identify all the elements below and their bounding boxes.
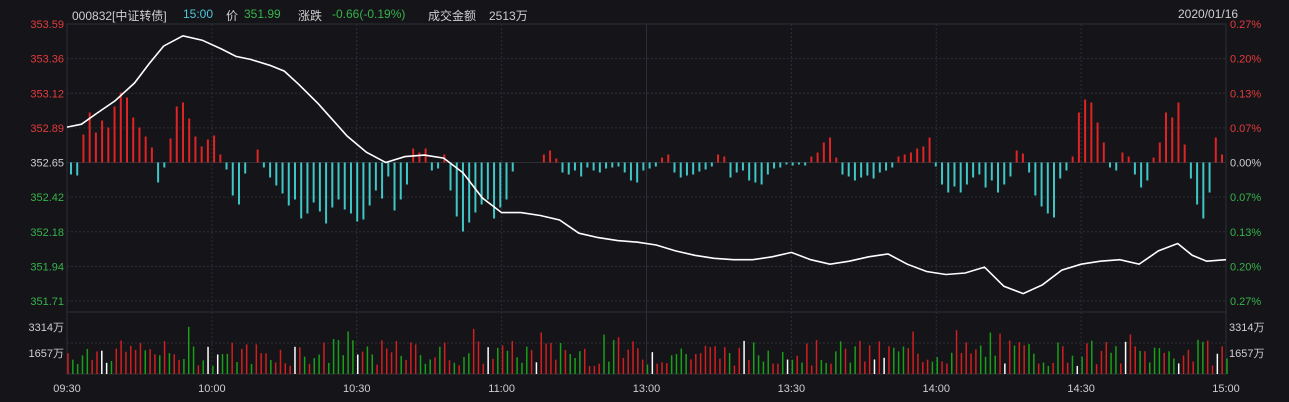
security-code: 000832[中证转债] xyxy=(72,9,167,23)
volume-tick-right: 3314万 xyxy=(1229,322,1264,334)
y-tick-label-right: 0.20% xyxy=(1230,261,1261,273)
y-tick-label-left: 353.59 xyxy=(30,19,64,31)
x-tick-label: 14:00 xyxy=(922,383,950,395)
x-tick-label: 10:00 xyxy=(198,383,226,395)
x-tick-label: 15:00 xyxy=(1212,383,1240,395)
x-tick-label: 13:00 xyxy=(633,383,661,395)
y-tick-label-left: 351.71 xyxy=(30,296,64,308)
price-label: 价 xyxy=(226,9,239,23)
y-tick-label-right: 0.20% xyxy=(1230,54,1261,66)
y-tick-label-right: 0.27% xyxy=(1230,19,1261,31)
x-tick-label: 11:00 xyxy=(488,383,515,395)
y-tick-label-right: 0.27% xyxy=(1230,296,1261,308)
x-tick-label: 14:30 xyxy=(1067,383,1095,395)
amount-value: 2513万 xyxy=(489,9,528,23)
y-tick-label-left: 351.94 xyxy=(30,261,64,273)
volume-tick-left: 3314万 xyxy=(29,322,64,334)
x-tick-label: 13:30 xyxy=(778,383,806,395)
price-value: 351.99 xyxy=(244,7,281,21)
y-tick-label-left: 352.18 xyxy=(30,227,64,239)
amount-label: 成交金额 xyxy=(428,9,477,23)
y-tick-label-right: 0.13% xyxy=(1230,88,1261,100)
y-tick-label-left: 352.42 xyxy=(30,192,64,204)
x-tick-label: 10:30 xyxy=(343,383,371,395)
quote-time: 15:00 xyxy=(183,7,214,21)
volume-tick-right: 1657万 xyxy=(1229,348,1264,360)
y-tick-label-left: 352.89 xyxy=(30,123,64,135)
y-tick-label-right: 0.00% xyxy=(1230,158,1261,170)
change-value: -0.66(-0.19%) xyxy=(332,7,406,21)
y-tick-label-left: 353.12 xyxy=(30,88,64,100)
x-tick-label: 09:30 xyxy=(53,383,81,395)
y-tick-label-left: 353.36 xyxy=(30,54,64,66)
trade-date: 2020/01/16 xyxy=(1178,7,1239,21)
volume-tick-left: 1657万 xyxy=(29,348,64,360)
price-line xyxy=(66,34,1227,295)
change-label: 涨跌 xyxy=(298,9,323,23)
y-tick-label-right: 0.07% xyxy=(1230,192,1261,204)
y-tick-label-left: 352.65 xyxy=(30,158,64,170)
y-tick-label-right: 0.07% xyxy=(1230,123,1261,135)
y-tick-label-right: 0.13% xyxy=(1230,227,1261,239)
